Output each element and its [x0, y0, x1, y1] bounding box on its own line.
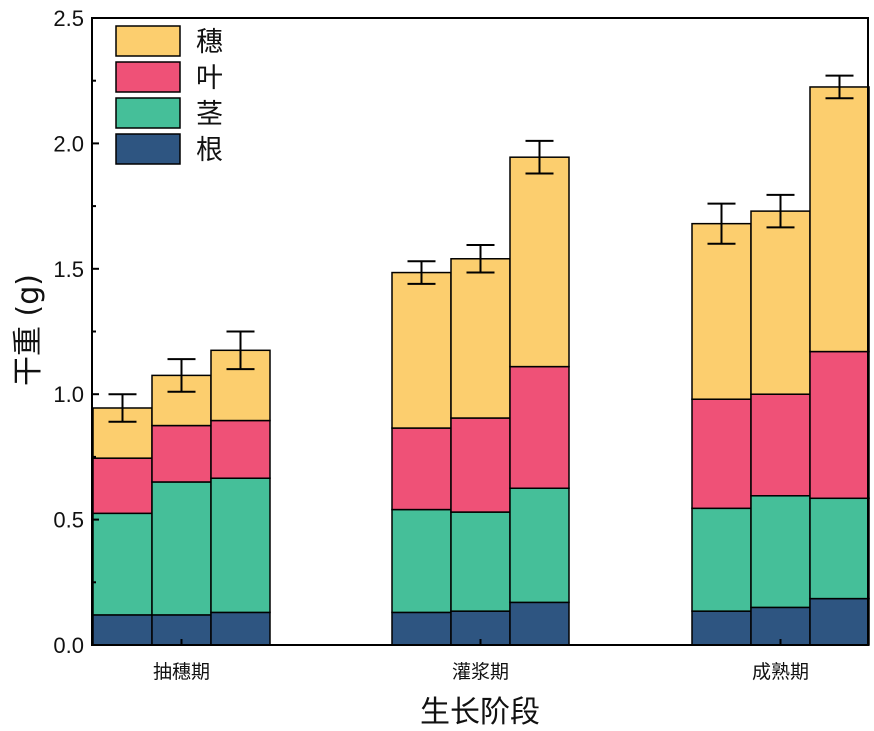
y-tick-label: 0.0	[53, 633, 84, 658]
y-tick-label: 1.5	[53, 257, 84, 282]
error-bar	[167, 358, 196, 393]
error-bar	[407, 260, 436, 285]
bar-segment	[809, 350, 870, 500]
y-tick-label: 0.5	[53, 508, 84, 533]
bar-segment	[750, 606, 811, 646]
bar-segment	[151, 424, 212, 483]
bar-segment	[210, 349, 271, 422]
bar-segment	[450, 511, 511, 612]
bar-segment	[750, 210, 811, 395]
error-bars-layer	[108, 74, 854, 423]
bar-segment	[92, 457, 153, 515]
y-axis: 0.0 0.5 1.0 1.5 2.0 2.5	[53, 6, 99, 658]
bar-segment	[509, 156, 570, 368]
legend-label: 穗	[196, 27, 223, 58]
error-bar	[108, 393, 137, 423]
bar-segment	[750, 495, 811, 609]
x-axis-title: 生长阶段	[420, 695, 540, 730]
legend-label: 叶	[196, 63, 223, 94]
x-category-label: 成熟期	[752, 661, 809, 683]
error-bar	[525, 139, 554, 175]
y-tick-label: 1.0	[53, 382, 84, 407]
bar-segment	[210, 477, 271, 614]
error-bar	[825, 74, 854, 100]
bar-segment	[750, 393, 811, 497]
bar-segment	[151, 481, 212, 616]
legend-swatch	[115, 61, 181, 93]
error-bar	[766, 193, 795, 229]
error-bar	[466, 243, 495, 274]
bar-segment	[691, 222, 752, 400]
bar-segment	[691, 610, 752, 646]
bar-segment	[809, 497, 870, 600]
bar-segment	[450, 258, 511, 419]
x-category-label: 灌浆期	[452, 661, 509, 683]
y-tick-label: 2.0	[53, 131, 84, 156]
bar-segment	[509, 601, 570, 646]
bar-segment	[450, 417, 511, 513]
legend-item: 根	[115, 133, 223, 166]
bar-segment	[391, 611, 452, 646]
legend-item: 叶	[115, 61, 223, 94]
bar-segment	[509, 365, 570, 489]
legend-swatch	[115, 97, 181, 129]
bar-segment	[691, 398, 752, 510]
y-tick-label: 2.5	[53, 6, 84, 31]
bar-segment	[809, 597, 870, 646]
bar-segment	[391, 508, 452, 614]
bar-segment	[691, 507, 752, 612]
bars-layer	[92, 86, 870, 646]
x-category-label: 抽穗期	[153, 661, 210, 683]
bar-segment	[391, 271, 452, 429]
bar-segment	[92, 512, 153, 616]
legend-item: 穗	[115, 25, 223, 58]
y-axis-title: 干重 (g)	[11, 274, 46, 386]
bar-segment	[210, 611, 271, 646]
error-bar	[707, 202, 736, 245]
bar-segment	[509, 487, 570, 604]
legend-swatch	[115, 133, 181, 165]
legend-item: 茎	[115, 97, 223, 130]
legend-label: 根	[196, 135, 223, 166]
x-axis: 抽穗期 灌浆期 成熟期	[153, 639, 809, 683]
bar-segment	[210, 419, 271, 479]
legend-swatch	[115, 25, 181, 57]
legend-label: 茎	[196, 99, 223, 130]
bar-segment	[809, 86, 870, 353]
bar-segment	[92, 614, 153, 646]
bar-segment	[391, 427, 452, 511]
error-bar	[226, 330, 255, 371]
